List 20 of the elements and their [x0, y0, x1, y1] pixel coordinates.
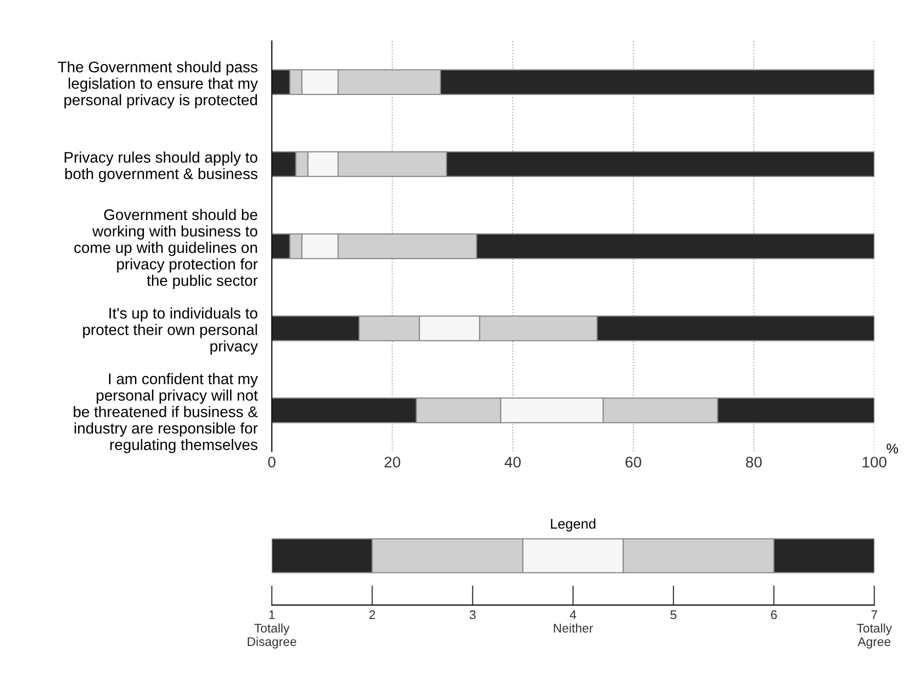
y-tick-label: It's up to individuals to protect their own personal privacy [83, 307, 258, 355]
x-tick-label: 100 [862, 456, 886, 468]
chart-title: Legend [551, 518, 596, 532]
x-tick-label: 6 [771, 610, 777, 620]
x-tick-label: 40 [504, 456, 521, 468]
x-tick-label: 0 [268, 456, 276, 468]
y-tick-label: Privacy rules should apply to both government & business [64, 152, 258, 182]
x-tick-label: 60 [626, 456, 642, 468]
x-tick-label: 20 [384, 456, 400, 468]
y-tick-label: Government should be working with business to come up with guidelines on privacy protection for the public sector [74, 208, 258, 289]
y-tick-label: The Government should pass legislation to ensure that my personal privacy is protected [58, 61, 258, 108]
x-tick-label: 7 Totally Agree [856, 610, 892, 649]
x-axis-title: % [886, 444, 898, 454]
x-tick-label: 1 Totally Disagree [248, 610, 296, 649]
x-tick-label: 4 Neither [554, 610, 593, 633]
x-tick-label: 5 [670, 610, 676, 620]
x-tick-label: 2 [369, 610, 376, 620]
y-tick-label: I am confident that my personal privacy will not be threatened if business & industry are responsible for regulating themselves [74, 373, 258, 454]
x-tick-label: 3 [470, 610, 476, 620]
x-tick-label: 80 [746, 456, 762, 468]
